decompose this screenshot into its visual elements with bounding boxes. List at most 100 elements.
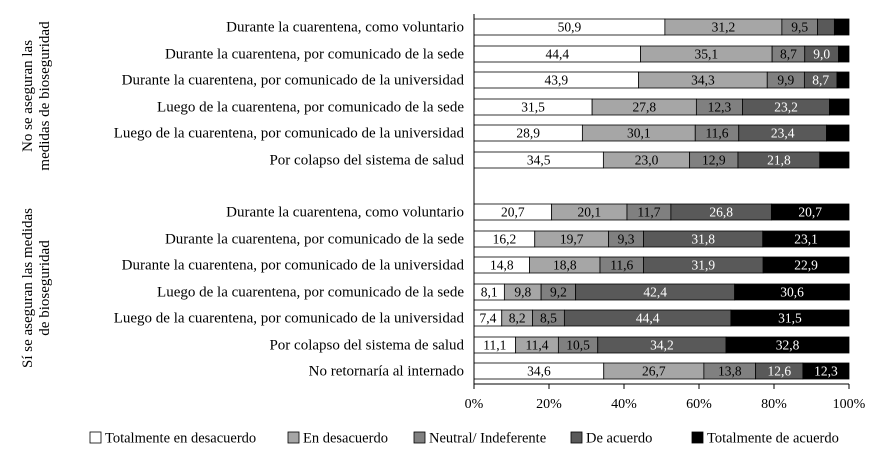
- category-label: Durante la cuarentena, como voluntario: [226, 20, 464, 36]
- data-label: 19,7: [560, 232, 584, 247]
- data-label: 9,2: [550, 285, 567, 300]
- data-label: 34,5: [527, 153, 551, 168]
- data-label: 34,6: [527, 364, 551, 379]
- group-label: Sí se aseguran las medidasde biosegurida…: [20, 208, 53, 368]
- group-labels: No se aseguran lasmedidas de biosegurida…: [20, 21, 53, 368]
- data-label: 12,3: [814, 364, 838, 379]
- data-label: 44,4: [545, 47, 569, 62]
- category-labels: Durante la cuarentena, como voluntario Du…: [114, 20, 465, 380]
- data-label: 7,4: [479, 311, 496, 326]
- data-label: 9,5: [791, 20, 808, 35]
- legend-swatch: [413, 431, 426, 444]
- x-tick-label: 20%: [536, 397, 562, 412]
- data-label: 8,7: [780, 47, 797, 62]
- data-label: 13,8: [718, 364, 742, 379]
- data-label: 23,1: [794, 232, 818, 247]
- data-label: 50,9: [558, 20, 582, 35]
- x-axis: 0% 20% 40% 60% 80% 100%: [465, 14, 866, 412]
- category-label: Luego de la cuarentena, por comunicado d…: [114, 126, 465, 142]
- data-label: 14,8: [490, 258, 514, 273]
- category-label: Por colapso del sistema de salud: [269, 338, 464, 354]
- bar-segment: [734, 283, 850, 301]
- bar-segment: [817, 18, 835, 36]
- data-label: 44,4: [636, 311, 660, 326]
- data-label: 22,9: [794, 258, 818, 273]
- bar-segment: [829, 98, 850, 116]
- data-label: 42,4: [643, 285, 667, 300]
- bars-layer: 50,9 31,2 9,5 44,4 35,1 8,7 9,0 43,9 34,3 9,9 8,7 3…: [473, 18, 850, 380]
- legend-label: En desacuerdo: [303, 431, 388, 447]
- data-label: 16,2: [493, 232, 517, 247]
- data-label: 11,7: [637, 205, 660, 220]
- data-label: 9,9: [777, 73, 794, 88]
- data-label: 32,8: [776, 338, 800, 353]
- category-label: Luego de la cuarentena, por comunicado d…: [157, 285, 464, 301]
- data-label: 8,7: [812, 73, 829, 88]
- category-label: Luego de la cuarentena, por comunicado d…: [114, 311, 465, 327]
- bar-segment: [826, 124, 850, 142]
- data-label: 26,7: [642, 364, 666, 379]
- x-tick-label: 100%: [833, 397, 866, 412]
- category-label: Durante la cuarentena, por comunicado de…: [122, 258, 465, 274]
- data-label: 20,7: [798, 205, 822, 220]
- legend-label: De acuerdo: [586, 431, 652, 447]
- data-label: 8,1: [481, 285, 498, 300]
- category-label: Durante la cuarentena, como voluntario: [226, 205, 464, 221]
- data-label: 27,8: [632, 100, 656, 115]
- group-label-line: Sí se aseguran las medidas: [20, 208, 36, 368]
- group-label-line: de bioseguridad: [37, 240, 53, 336]
- category-label: Durante la cuarentena, por comunicado de…: [165, 47, 464, 63]
- data-label: 9,3: [618, 232, 635, 247]
- bar-segment: [838, 45, 850, 63]
- bar-segment: [833, 18, 850, 36]
- bar-segment: [762, 230, 850, 248]
- group-label: No se aseguran lasmedidas de biosegurida…: [20, 21, 53, 171]
- data-label: 8,5: [540, 311, 557, 326]
- data-label: 11,6: [705, 126, 728, 141]
- data-label: 30,6: [780, 285, 804, 300]
- data-label: 34,3: [691, 73, 715, 88]
- bar-segment: [725, 336, 850, 354]
- data-label: 31,8: [691, 232, 715, 247]
- group-label-line: medidas de bioseguridad: [37, 21, 53, 171]
- category-label: Durante la cuarentena, por comunicado de…: [165, 232, 464, 248]
- data-label: 9,0: [813, 47, 830, 62]
- data-label: 31,9: [692, 258, 716, 273]
- x-tick-label: 40%: [611, 397, 637, 412]
- data-label: 12,6: [767, 364, 791, 379]
- data-label: 20,7: [501, 205, 525, 220]
- legend-swatch: [287, 431, 300, 444]
- data-label: 30,1: [627, 126, 651, 141]
- bar-segment: [819, 151, 850, 169]
- data-label: 26,8: [709, 205, 733, 220]
- group-label-line: No se aseguran las: [20, 40, 36, 152]
- bar-segment: [762, 256, 850, 274]
- legend-swatch: [570, 431, 583, 444]
- data-label: 11,4: [525, 338, 548, 353]
- data-label: 43,9: [545, 73, 569, 88]
- data-label: 31,5: [778, 311, 802, 326]
- bar-segment: [802, 362, 850, 380]
- data-label: 11,6: [610, 258, 633, 273]
- bar-segment: [730, 309, 850, 327]
- category-label: Por colapso del sistema de salud: [269, 153, 464, 169]
- bar-segment: [836, 71, 850, 89]
- legend-label: Neutral/ Indeferente: [429, 431, 546, 447]
- data-label: 8,2: [509, 311, 526, 326]
- data-label: 12,3: [708, 100, 732, 115]
- x-tick-label: 80%: [761, 397, 787, 412]
- data-label: 12,9: [702, 153, 726, 168]
- data-label: 11,1: [483, 338, 506, 353]
- category-label: Durante la cuarentena, por comunicado de…: [122, 73, 465, 89]
- category-label: No retornaría al internado: [309, 364, 464, 380]
- bar-segment: [770, 203, 850, 221]
- data-label: 21,8: [767, 153, 791, 168]
- x-tick-label: 0%: [465, 397, 484, 412]
- data-label: 9,8: [514, 285, 531, 300]
- data-label: 31,2: [712, 20, 736, 35]
- legend-label: Totalmente de acuerdo: [707, 431, 839, 447]
- legend: Totalmente en desacuerdo En desacuerdo Neu…: [89, 431, 839, 447]
- data-label: 10,5: [566, 338, 590, 353]
- legend-swatch: [89, 431, 102, 444]
